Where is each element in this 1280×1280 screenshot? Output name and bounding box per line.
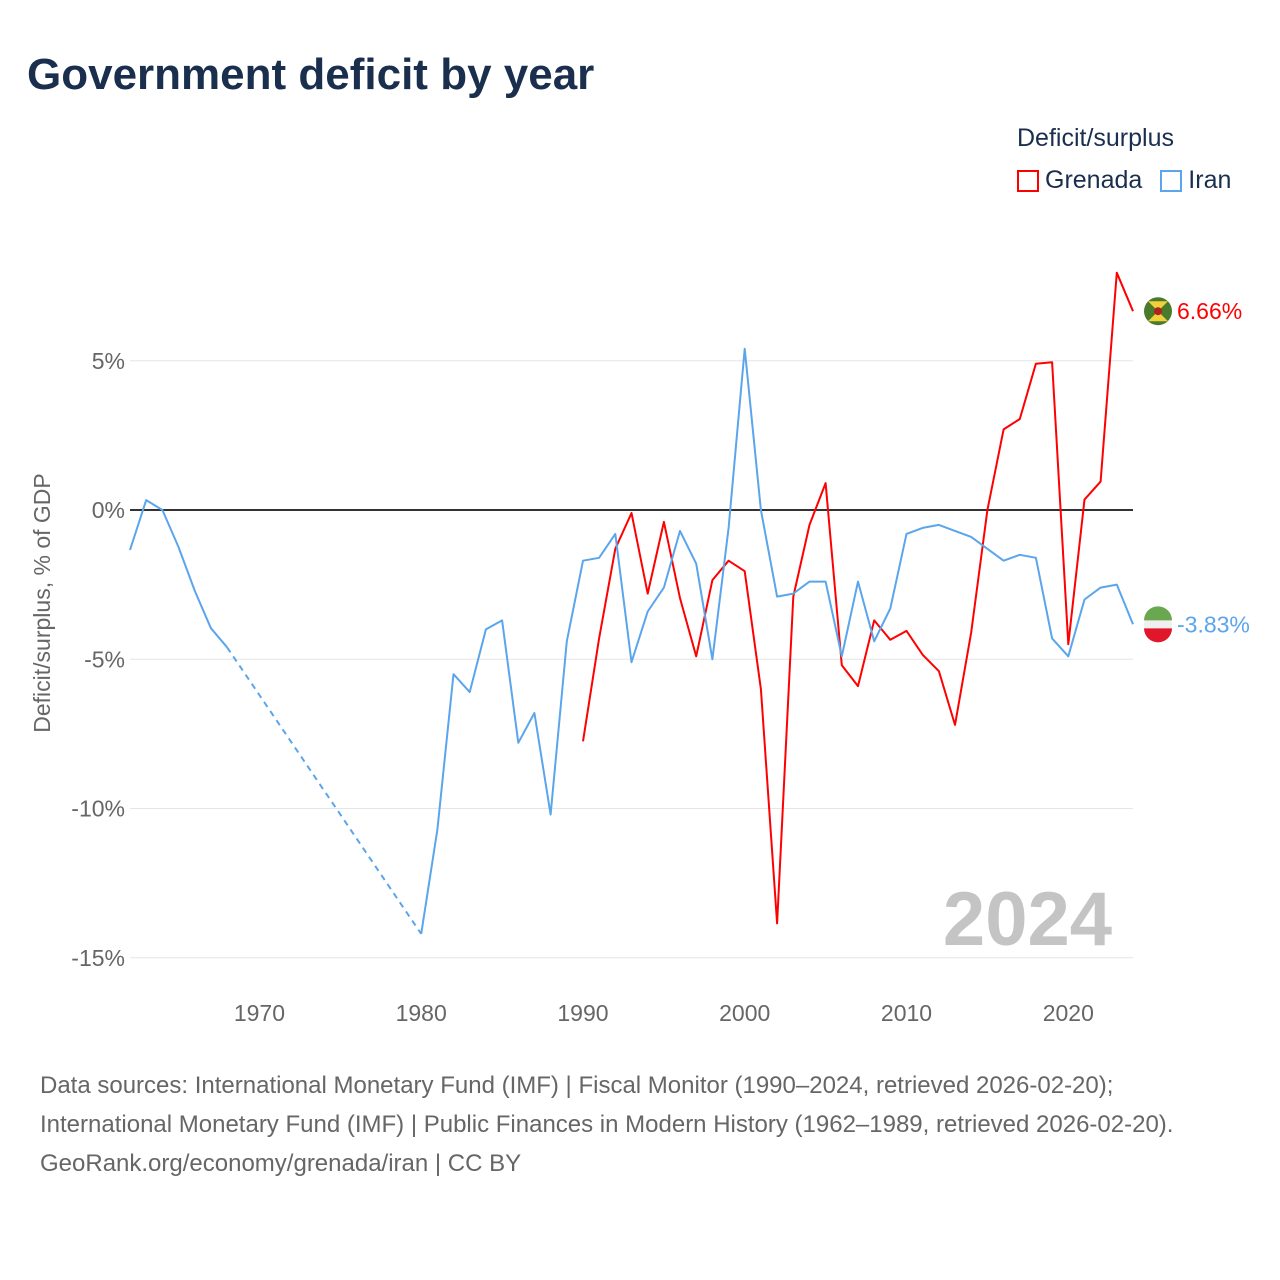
- legend-item-iran[interactable]: Iran: [1160, 166, 1231, 195]
- x-tick-label: 2010: [881, 1000, 932, 1026]
- iran-flag-icon: [1144, 628, 1172, 643]
- grenada-line: [582, 271, 1134, 925]
- iran-line: [129, 499, 228, 648]
- credit-link[interactable]: GeoRank.org/economy/grenada/iran | CC BY: [40, 1150, 522, 1177]
- legend: Grenada Iran: [1017, 166, 1231, 195]
- y-tick-label: 5%: [92, 348, 125, 374]
- x-tick-label: 1990: [557, 1000, 608, 1026]
- footer: Data sources: International Monetary Fun…: [40, 1066, 1240, 1183]
- x-tick-label: 1980: [396, 1000, 447, 1026]
- year-watermark: 2024: [943, 877, 1112, 962]
- grenada-flag-icon: [1148, 311, 1168, 322]
- grenada-end-label: 6.66%: [1177, 298, 1242, 324]
- grenada-flag-icon: [1148, 301, 1168, 312]
- iran-gap-line: [226, 646, 423, 935]
- grenada-flag-icon: [1154, 307, 1162, 316]
- grenada-swatch: [1017, 169, 1039, 192]
- y-axis-label: Deficit/surplus, % of GDP: [29, 473, 55, 732]
- data-sources: Data sources: International Monetary Fun…: [40, 1072, 1174, 1138]
- line-chart: 2024 5% 0% -5% -10% -15% 1970 1980 1990 2000 2010 2…: [29, 271, 1250, 1026]
- iran-flag-icon: [1144, 606, 1172, 621]
- y-tick-label: -10%: [71, 796, 125, 822]
- x-tick-label: 2020: [1043, 1000, 1094, 1026]
- y-tick-label: -5%: [84, 646, 125, 672]
- legend-title: Deficit/surplus: [1017, 124, 1174, 152]
- legend-label: Iran: [1188, 166, 1232, 194]
- x-tick-label: 2000: [719, 1000, 770, 1026]
- page-title: Government deficit by year: [27, 50, 595, 99]
- legend-label: Grenada: [1045, 166, 1143, 194]
- iran-swatch: [1160, 169, 1183, 192]
- legend-item-grenada[interactable]: Grenada: [1017, 166, 1142, 195]
- x-tick-label: 1970: [234, 1000, 285, 1026]
- iran-end-label: -3.83%: [1177, 611, 1250, 637]
- y-tick-label: -15%: [71, 945, 125, 971]
- y-tick-label: 0%: [92, 497, 125, 523]
- iran-line: [420, 347, 1134, 935]
